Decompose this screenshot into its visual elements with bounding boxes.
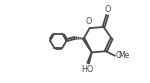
Text: O: O [104,5,111,14]
Polygon shape [87,52,92,64]
Text: HO: HO [81,65,94,74]
Text: Me: Me [118,51,129,60]
Polygon shape [83,38,92,53]
Text: O: O [115,51,121,60]
Text: O: O [86,17,92,26]
